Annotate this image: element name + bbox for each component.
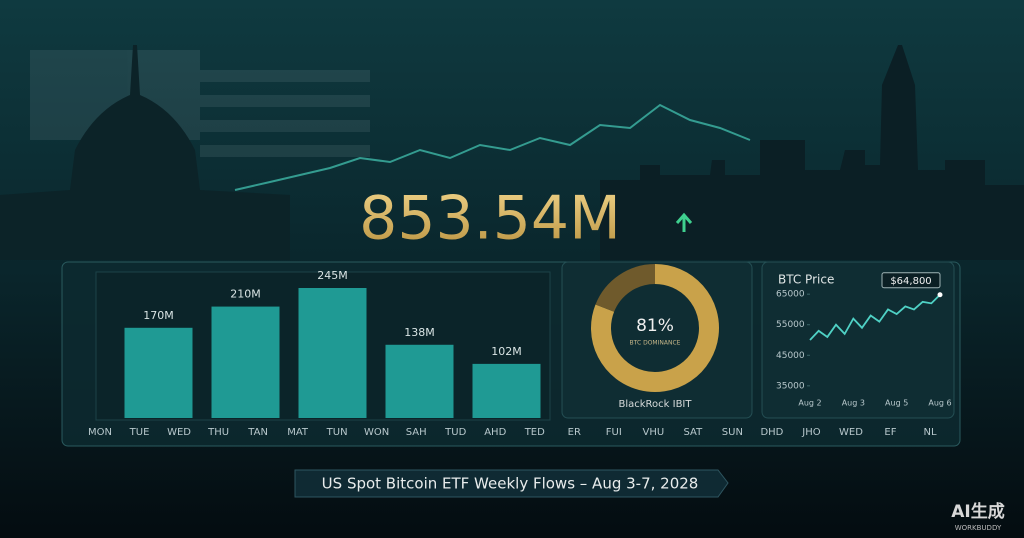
day-label: THU xyxy=(207,427,229,438)
bar-label: 170M xyxy=(143,309,174,322)
day-label: JHO xyxy=(801,427,820,438)
day-label: TUN xyxy=(326,427,348,438)
annotation-box xyxy=(881,272,941,289)
day-label: WED xyxy=(839,427,863,438)
donut-slice xyxy=(591,264,719,392)
skyline xyxy=(600,45,1024,260)
day-label: TUD xyxy=(444,427,466,438)
bar xyxy=(124,327,193,418)
line-panel xyxy=(761,261,955,419)
bar xyxy=(298,288,367,418)
bar xyxy=(472,363,541,418)
watermark: AI生成 xyxy=(951,501,1004,522)
donut-slice xyxy=(595,264,656,313)
bar-label: 210M xyxy=(230,288,261,301)
bar-label: 138M xyxy=(404,326,435,339)
donut-value: 81% xyxy=(636,316,674,336)
x-tick-label: Aug 2 xyxy=(798,399,821,408)
last-point xyxy=(937,292,943,298)
day-label: ER xyxy=(568,427,581,438)
x-tick-label: Aug 3 xyxy=(842,399,865,408)
x-tick-label: Aug 5 xyxy=(885,399,908,408)
trend-decoration xyxy=(234,103,751,191)
bar-label: 102M xyxy=(491,345,522,358)
day-label: WON xyxy=(364,427,389,438)
day-label: FUI xyxy=(606,427,622,438)
capitol xyxy=(0,45,290,260)
headline: 853.54M xyxy=(359,184,621,254)
caption-banner xyxy=(294,469,729,498)
bar-label: 245M xyxy=(317,269,348,282)
day-label: SAT xyxy=(683,427,703,438)
day-label: NL xyxy=(923,427,936,438)
day-label: TED xyxy=(524,427,545,438)
bar xyxy=(211,306,280,418)
donut-subtitle: BlackRock IBIT xyxy=(618,399,692,410)
day-label: VHU xyxy=(642,427,664,438)
day-label: SAH xyxy=(406,427,427,438)
y-tick-label: 55000 xyxy=(776,320,805,330)
day-label: MON xyxy=(88,427,112,438)
day-label: TAN xyxy=(247,427,268,438)
donut-title: BTC DOMINANCE xyxy=(630,340,681,347)
x-tick-label: Aug 6 xyxy=(928,399,951,408)
day-label: EF xyxy=(884,427,896,438)
watermark-sub: WORKBUDDY xyxy=(955,524,1002,532)
day-label: MAT xyxy=(287,427,309,438)
bar xyxy=(385,344,454,418)
y-tick-label: 35000 xyxy=(776,381,805,391)
day-label: TUE xyxy=(129,427,150,438)
line-title: BTC Price xyxy=(778,273,834,287)
day-label: DHD xyxy=(760,427,783,438)
y-tick-label: 45000 xyxy=(776,351,805,361)
caption: US Spot Bitcoin ETF Weekly Flows – Aug 3… xyxy=(322,475,699,493)
day-label: WED xyxy=(167,427,191,438)
up-arrow xyxy=(675,212,693,232)
y-tick-label: 65000 xyxy=(776,290,805,300)
day-label: AHD xyxy=(484,427,506,438)
annotation: $64,800 xyxy=(890,276,931,287)
price-line xyxy=(809,294,941,341)
day-label: SUN xyxy=(722,427,743,438)
